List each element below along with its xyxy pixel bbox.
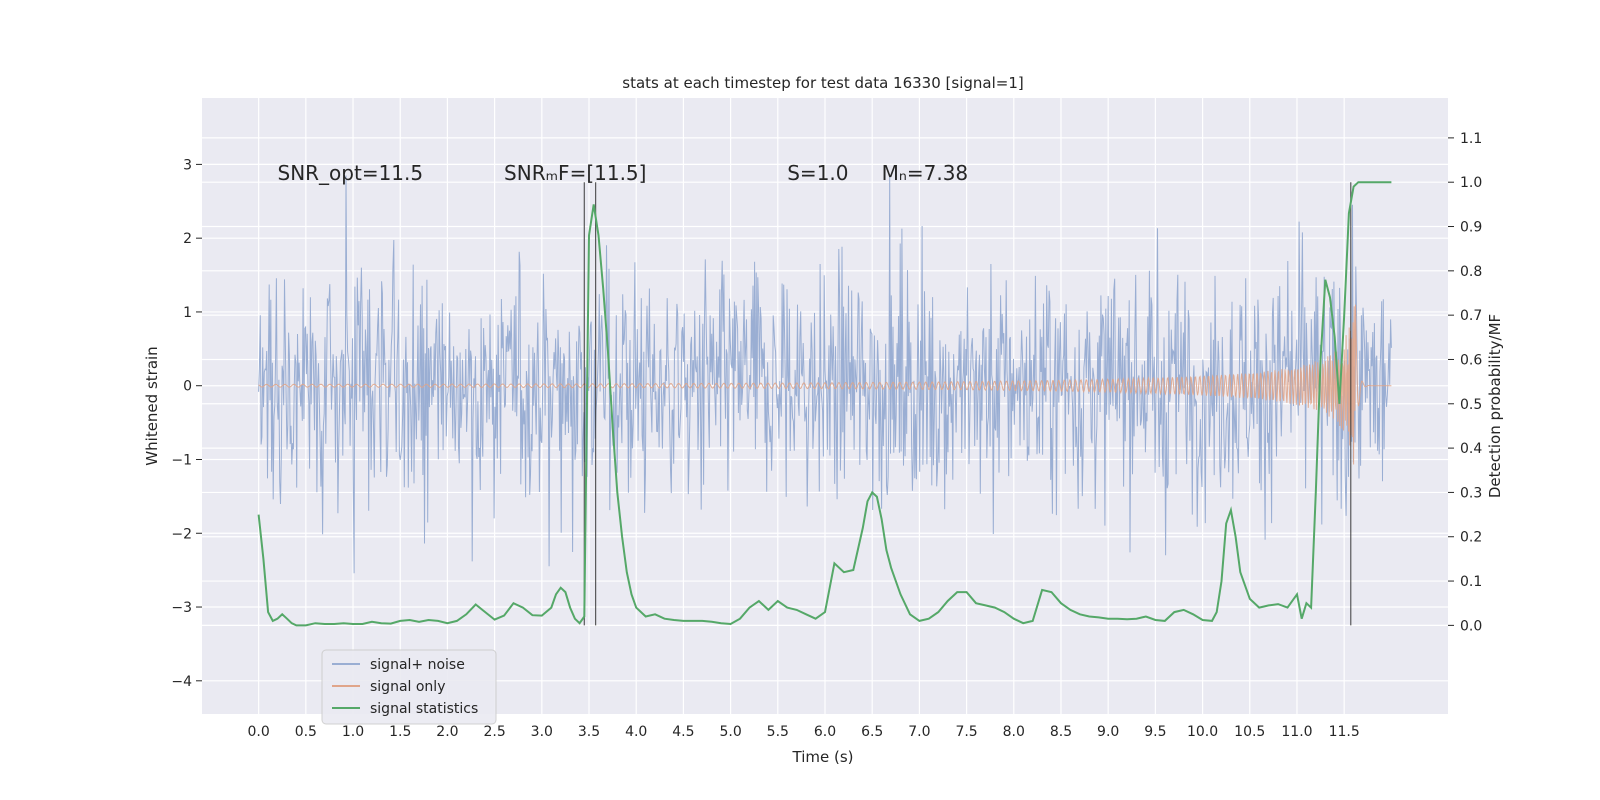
y2-tick-label: 0.5 <box>1460 397 1482 413</box>
x-tick-label: 10.5 <box>1234 724 1265 740</box>
legend-label: signal only <box>370 679 445 695</box>
legend: signal+ noise signal only signal statistic… <box>321 649 497 725</box>
x-tick-label: 0.0 <box>248 724 270 740</box>
x-tick-label: 7.5 <box>955 724 977 740</box>
x-tick-label: 8.5 <box>1050 724 1072 740</box>
x-tick-label: 6.0 <box>814 724 836 740</box>
y-tick-label: 3 <box>183 157 192 173</box>
x-tick-label: 3.0 <box>531 724 553 740</box>
y-tick-label: −3 <box>171 600 192 616</box>
annotation-3: Mₙ=7.38 <box>882 161 969 185</box>
y2-tick-labels: 1.1 1.0 0.9 0.8 0.7 0.6 0.5 0.4 0.3 0.2 0.1 0.0 <box>1448 131 1482 634</box>
x-tick-label: 1.0 <box>342 724 364 740</box>
y2-axis-label: Detection probability/MF <box>1486 314 1504 498</box>
x-tick-label: 7.0 <box>908 724 930 740</box>
x-tick-label: 4.0 <box>625 724 647 740</box>
y-tick-label: 1 <box>183 305 192 321</box>
y2-tick-label: 0.8 <box>1460 264 1482 280</box>
y-tick-label: −2 <box>171 526 192 542</box>
x-tick-label: 11.0 <box>1281 724 1312 740</box>
x-tick-label: 2.5 <box>483 724 505 740</box>
x-axis-label: Time (s) <box>792 748 854 766</box>
series-signal-only <box>258 304 1392 465</box>
y2-tick-label: 0.7 <box>1460 308 1482 324</box>
y-tick-label: 0 <box>183 379 192 395</box>
x-tick-label: 8.0 <box>1003 724 1025 740</box>
x-tick-label: 1.5 <box>389 724 411 740</box>
x-tick-label: 11.5 <box>1329 724 1360 740</box>
y2-tick-label: 0.1 <box>1460 574 1482 590</box>
y2-tick-label: 1.0 <box>1460 175 1482 191</box>
y2-gridlines <box>202 137 1448 626</box>
annotations: SNR_opt=11.5 SNRₘF=[11.5] S=1.0 Mₙ=7.38 <box>278 161 969 185</box>
x-tick-label: 4.5 <box>672 724 694 740</box>
x-tick-label: 2.0 <box>436 724 458 740</box>
annotation-1: SNRₘF=[11.5] <box>504 161 646 185</box>
chart-title: stats at each timestep for test data 163… <box>622 74 1023 92</box>
annotation-2: S=1.0 <box>787 161 848 185</box>
x-tick-label: 0.5 <box>295 724 317 740</box>
x-tick-label: 10.0 <box>1187 724 1218 740</box>
legend-label: signal statistics <box>370 701 478 717</box>
y2-tick-label: 0.9 <box>1460 220 1482 236</box>
series-signal-plus-noise <box>258 174 1392 574</box>
y2-tick-label: 0.2 <box>1460 530 1482 546</box>
y2-tick-label: 0.6 <box>1460 352 1482 368</box>
y-tick-labels: 3 2 1 0 −1 −2 −3 −4 <box>171 157 202 690</box>
y-tick-label: 2 <box>183 231 192 247</box>
y-axis-label: Whitened strain <box>143 346 161 465</box>
series-signal-statistics <box>257 181 1392 627</box>
y-tick-label: −1 <box>171 452 192 468</box>
y-tick-label: −4 <box>171 674 192 690</box>
x-tick-label: 9.5 <box>1144 724 1166 740</box>
y2-tick-label: 0.4 <box>1460 441 1482 457</box>
legend-label: signal+ noise <box>370 657 465 673</box>
legend-box <box>321 649 497 725</box>
y2-tick-label: 1.1 <box>1460 131 1482 147</box>
x-tick-labels: 0.0 0.5 1.0 1.5 2.0 2.5 3.0 3.5 4.0 4.5 5.0 5.5 6.0 6… <box>248 724 1360 740</box>
y2-tick-label: 0.0 <box>1460 618 1482 634</box>
x-tick-label: 6.5 <box>861 724 883 740</box>
x-tick-label: 3.5 <box>578 724 600 740</box>
y2-tick-label: 0.3 <box>1460 485 1482 501</box>
x-tick-label: 5.5 <box>767 724 789 740</box>
annotation-0: SNR_opt=11.5 <box>278 161 424 185</box>
x-tick-label: 9.0 <box>1097 724 1119 740</box>
x-tick-label: 5.0 <box>719 724 741 740</box>
